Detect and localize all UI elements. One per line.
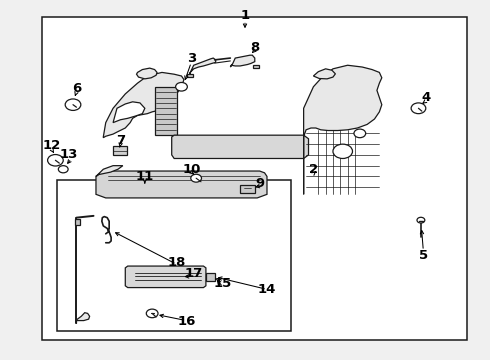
Bar (57, 180, 292, 330)
Polygon shape (155, 87, 176, 135)
Circle shape (411, 103, 426, 114)
Text: 18: 18 (168, 256, 186, 269)
Text: 13: 13 (60, 148, 78, 161)
Bar (253, 64, 259, 68)
Text: 7: 7 (116, 134, 125, 147)
Circle shape (48, 154, 63, 166)
Bar (206, 273, 215, 281)
Polygon shape (96, 166, 123, 176)
Polygon shape (230, 55, 255, 67)
Bar (75, 220, 80, 225)
Text: 1: 1 (241, 9, 249, 22)
Bar (187, 74, 193, 77)
Polygon shape (96, 171, 267, 198)
Polygon shape (76, 313, 90, 323)
Text: 12: 12 (43, 139, 61, 152)
Polygon shape (172, 135, 309, 158)
Text: 3: 3 (187, 51, 196, 64)
Circle shape (58, 166, 68, 173)
Circle shape (147, 309, 158, 318)
Circle shape (417, 217, 425, 223)
Bar (113, 146, 127, 155)
Polygon shape (125, 266, 206, 288)
Polygon shape (103, 72, 184, 138)
Text: 9: 9 (255, 177, 264, 190)
Bar (42, 17, 467, 339)
Text: 17: 17 (185, 267, 203, 280)
Text: 6: 6 (72, 82, 81, 95)
Text: 5: 5 (419, 249, 428, 262)
Text: 11: 11 (136, 170, 154, 183)
Text: 4: 4 (421, 91, 430, 104)
Polygon shape (314, 69, 335, 79)
Text: 16: 16 (177, 315, 196, 328)
Circle shape (65, 99, 81, 111)
Polygon shape (189, 58, 216, 76)
Polygon shape (304, 65, 382, 194)
Text: 8: 8 (250, 41, 259, 54)
Polygon shape (137, 68, 157, 79)
Text: 2: 2 (309, 163, 318, 176)
Circle shape (354, 129, 366, 138)
Circle shape (175, 82, 187, 91)
Circle shape (191, 174, 201, 182)
Polygon shape (113, 102, 145, 123)
Text: 15: 15 (214, 278, 232, 291)
Circle shape (333, 144, 352, 158)
Bar (240, 185, 255, 193)
Text: 10: 10 (182, 163, 200, 176)
Text: 14: 14 (258, 283, 276, 296)
